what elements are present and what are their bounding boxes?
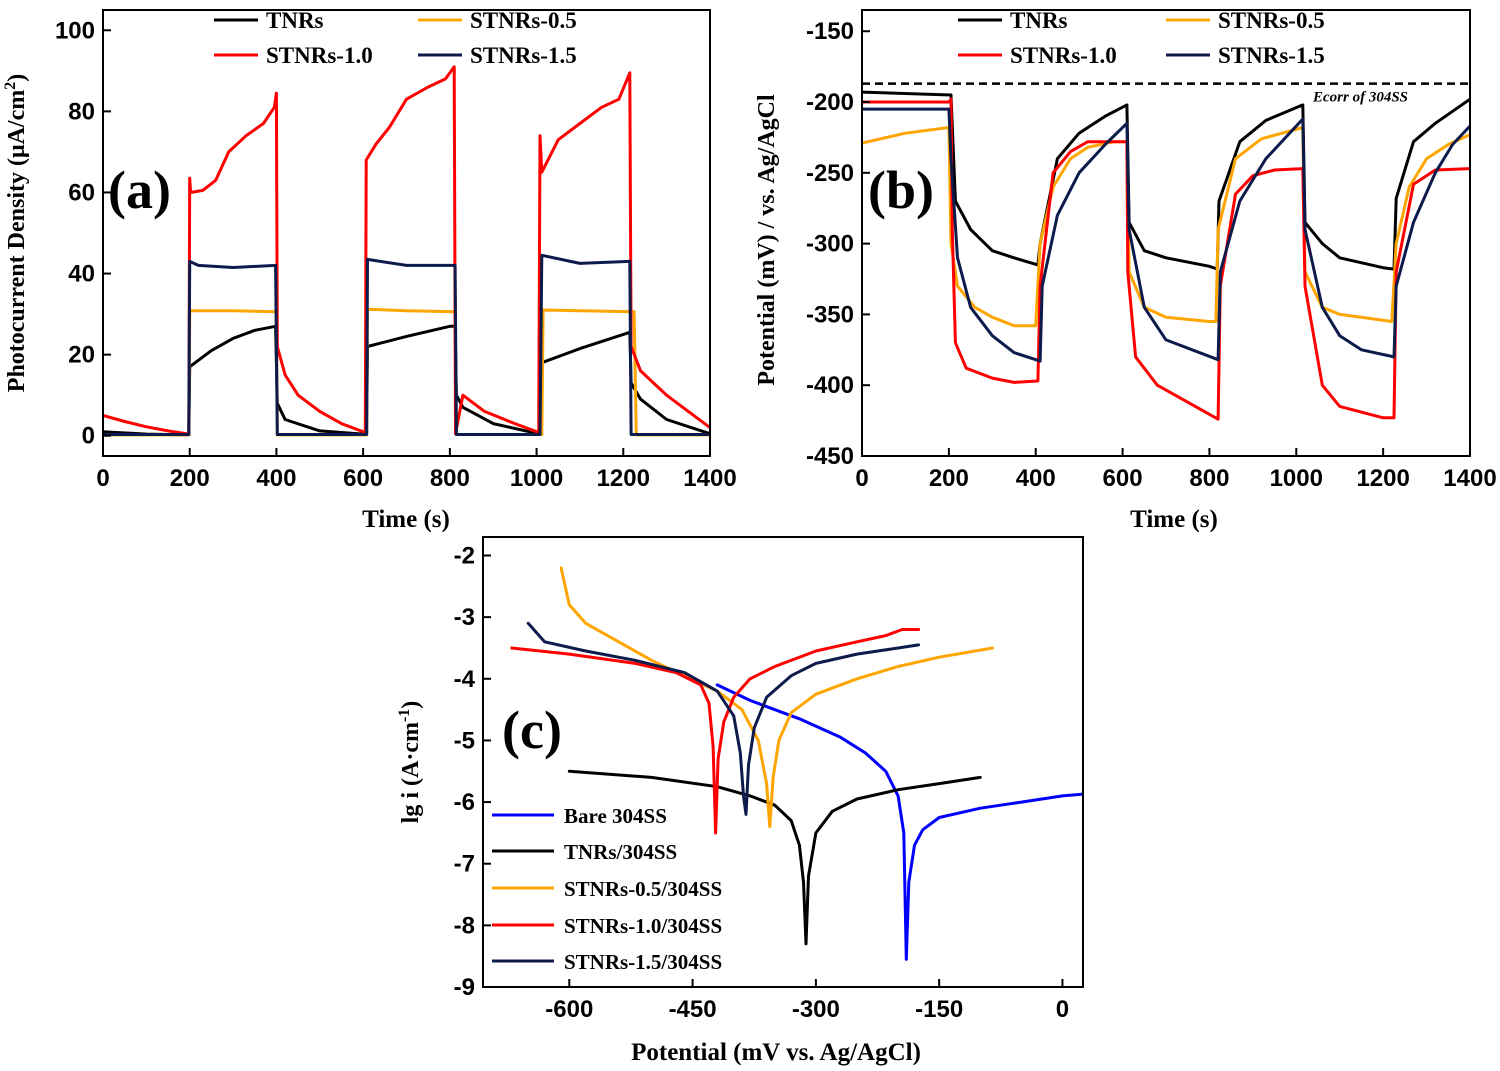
panel-b-series-stnrs-1.0 [862, 97, 1470, 421]
panel-b-series [862, 90, 1470, 421]
panel-a-xtick-label: 1200 [597, 465, 650, 492]
panel-c-legend-stnrs-0.5-304ss: STNRs-0.5/304SS [564, 877, 722, 901]
panel-a-xtick-label: 1000 [510, 465, 563, 492]
panel-a-xtick-label: 0 [96, 465, 109, 492]
panel-b-xtick-label: 1000 [1270, 465, 1323, 492]
panel-b-xtick-label: 800 [1189, 465, 1229, 492]
panel-c-label: (c) [502, 700, 562, 760]
panel-b-legend: TNRs STNRs-0.5 STNRs-1.0 STNRs-1.5 [958, 8, 1325, 68]
panel-a-ytick-label: 40 [68, 261, 95, 288]
panel-c-legend-bare-304ss: Bare 304SS [564, 804, 667, 828]
panel-c-series-stnrs-0.5-304ss [559, 566, 995, 829]
panel-c: -600 -450 -300 -150 0 -9 -8 -7 -6 -5 -4 -3 -2 (c) Po… [396, 536, 1084, 1066]
panel-a-legend-tnrs: TNRs [266, 8, 324, 33]
panel-b-ytick-label: -150 [806, 18, 854, 45]
panel-a-ytick-label: 80 [68, 98, 95, 125]
panel-b-ytick-label: -400 [806, 372, 854, 399]
panel-b-xtick-label: 1200 [1356, 465, 1409, 492]
panel-c-ticks: -600 -450 -300 -150 0 -9 -8 -7 -6 -5 -4 -3 -2 [454, 542, 1069, 1023]
panel-c-series [510, 566, 1083, 961]
panel-b-series-stnrs-0.5 [862, 126, 1470, 328]
panel-b-ylabel: Potential (mV) / vs. Ag/AgCl [754, 94, 780, 386]
panel-a-legend-stnrs-0.5: STNRs-0.5 [470, 8, 577, 33]
panel-b-xtick-label: 1400 [1443, 465, 1496, 492]
panel-a-series-stnrs-0.5 [103, 307, 710, 437]
panel-c-legend-tnrs-304ss: TNRs/304SS [564, 840, 677, 864]
panel-a-legend: TNRs STNRs-0.5 STNRs-1.0 STNRs-1.5 [214, 8, 577, 68]
panel-a-label: (a) [108, 160, 171, 220]
panel-c-ytick-label: -4 [454, 666, 476, 693]
panel-c-ylabel: lg i (A·cm-1) [396, 701, 424, 824]
panel-c-frame [482, 536, 1084, 988]
panel-a-xtick-label: 600 [343, 465, 383, 492]
panel-c-ytick-label: -8 [454, 912, 475, 939]
panel-a-xlabel: Time (s) [362, 506, 450, 533]
panel-c-xtick-label: -600 [545, 996, 593, 1023]
panel-b-ytick-label: -450 [806, 443, 854, 470]
panel-b-xtick-label: 0 [855, 465, 868, 492]
panel-a-xtick-label: 1400 [683, 465, 736, 492]
panel-a-ytick-label: 0 [82, 423, 95, 450]
panel-c-xtick-label: -300 [792, 996, 840, 1023]
panel-b-series-stnrs-1.5 [862, 107, 1470, 363]
panel-b-ecorr-label: Ecorr of 304SS [1312, 90, 1408, 106]
panel-b-frame [861, 9, 1471, 457]
panel-a-series-tnrs [103, 324, 710, 437]
panel-a-ytick-label: 60 [68, 179, 95, 206]
panel-a-ytick-label: 100 [55, 17, 95, 44]
panel-b-ytick-label: -350 [806, 301, 854, 328]
panel-c-ytick-label: -7 [454, 851, 475, 878]
panel-a-series-stnrs-1.5 [103, 253, 710, 436]
panel-b-xtick-label: 400 [1016, 465, 1056, 492]
panel-a-xtick-label: 800 [430, 465, 470, 492]
panel-a-xtick-label: 400 [256, 465, 296, 492]
panel-c-series-stnrs-1.0-304ss [510, 628, 921, 835]
panel-b-ytick-label: -200 [806, 89, 854, 116]
panel-c-series-bare-304ss [715, 683, 1083, 961]
panel-c-xtick-label: -150 [915, 996, 963, 1023]
panel-a-ytick-label: 20 [68, 342, 95, 369]
panel-b-series-tnrs [862, 90, 1470, 271]
panel-c-legend-stnrs-1.0-304ss: STNRs-1.0/304SS [564, 914, 722, 938]
panel-c-ytick-label: -9 [454, 974, 475, 1001]
panel-b-xtick-label: 600 [1103, 465, 1143, 492]
panel-a-ylabel: Photocurrent Density (μA/cm2) [2, 74, 30, 392]
panel-c-legend: Bare 304SS TNRs/304SS STNRs-0.5/304SS ST… [492, 804, 722, 974]
panel-b-legend-stnrs-0.5: STNRs-0.5 [1218, 8, 1325, 33]
panel-b-ytick-label: -250 [806, 160, 854, 187]
panel-b-legend-tnrs: TNRs [1010, 8, 1068, 33]
panel-c-ytick-label: -2 [454, 542, 475, 569]
panel-c-series-stnrs-1.5-304ss [526, 621, 921, 816]
panel-a-frame [102, 9, 711, 457]
panel-a-legend-stnrs-1.5: STNRs-1.5 [470, 43, 577, 68]
panel-b-xtick-label: 200 [929, 465, 969, 492]
panel-a: 0 200 400 600 800 1000 1200 1400 0 20 40 60 80 100 (a… [2, 8, 737, 533]
panel-c-ytick-label: -6 [454, 789, 475, 816]
panel-a-series [103, 65, 710, 437]
panel-b-label: (b) [868, 160, 934, 220]
panel-b-xlabel: Time (s) [1130, 506, 1218, 533]
panel-c-xtick-label: 0 [1056, 996, 1069, 1023]
panel-b-legend-stnrs-1.5: STNRs-1.5 [1218, 43, 1325, 68]
panel-a-series-stnrs-1.0 [103, 65, 710, 436]
panel-a-legend-stnrs-1.0: STNRs-1.0 [266, 43, 373, 68]
panel-b-legend-stnrs-1.0: STNRs-1.0 [1010, 43, 1117, 68]
panel-b: Ecorr of 304SS 0 200 400 600 800 1000 1200 1400… [754, 8, 1497, 533]
panel-a-xtick-label: 200 [170, 465, 210, 492]
panel-c-xtick-label: -450 [669, 996, 717, 1023]
panel-c-series-tnrs-304ss [567, 769, 982, 946]
panel-c-legend-stnrs-1.5-304ss: STNRs-1.5/304SS [564, 950, 722, 974]
panel-b-ytick-label: -300 [806, 231, 854, 258]
panel-c-xlabel: Potential (mV vs. Ag/AgCl) [631, 1039, 921, 1066]
panel-a-ticks: 0 200 400 600 800 1000 1200 1400 0 20 40 60 80 100 [55, 17, 737, 492]
panel-c-ytick-label: -5 [454, 727, 475, 754]
panel-c-ytick-label: -3 [454, 604, 475, 631]
